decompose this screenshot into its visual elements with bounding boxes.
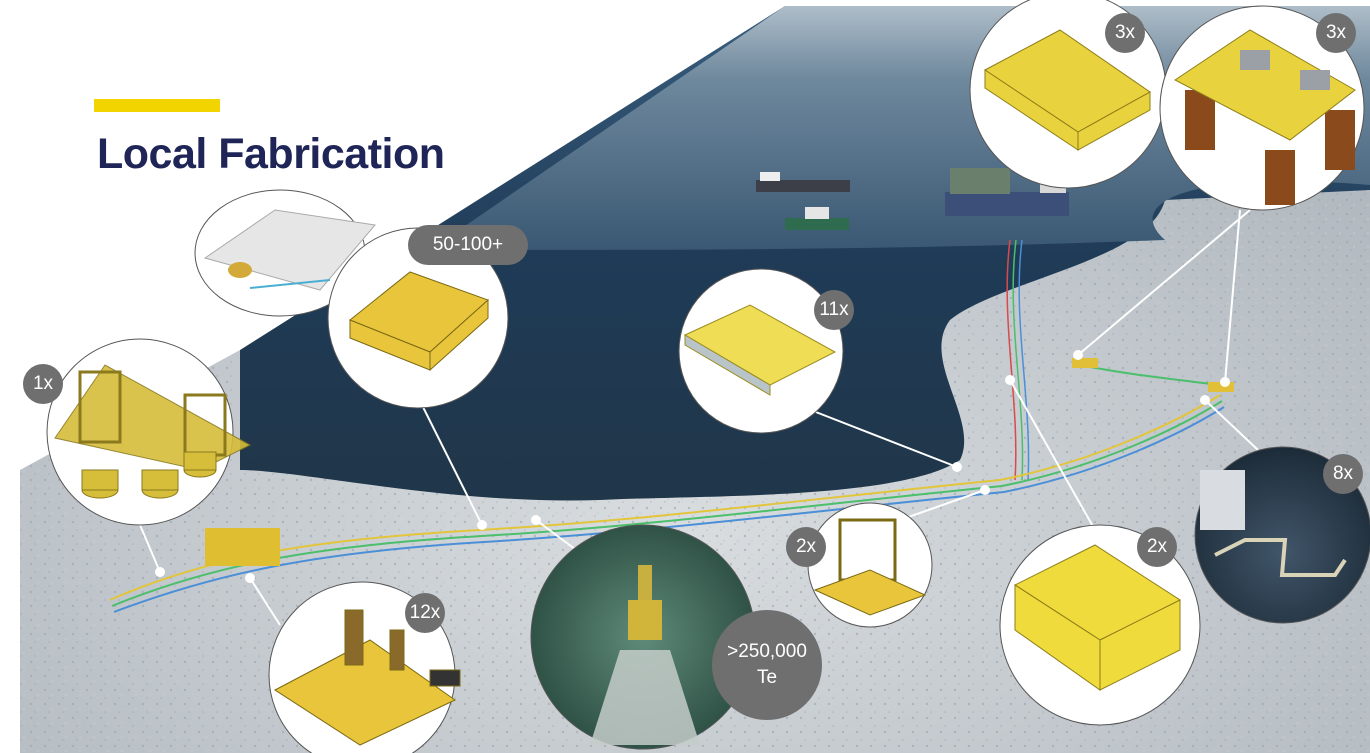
riser-lines — [1006, 239, 1030, 481]
pipeline-end-termination-icon — [274, 609, 461, 746]
concrete-mattress-icon — [203, 209, 376, 291]
supply-vessel-icon — [785, 207, 849, 230]
quantity-badge-spools: 8x — [1323, 454, 1363, 494]
seabed-template-a — [1072, 358, 1098, 368]
leader-lines — [139, 209, 1259, 626]
quantity-badge-manifold-large: 2x — [1137, 527, 1177, 567]
manifold-structure-icon — [683, 304, 837, 396]
tanker-ship-icon — [756, 172, 850, 192]
rock-dumping-icon — [590, 565, 700, 745]
seabed-protection-structure — [205, 528, 280, 566]
seabed-template-b — [1208, 382, 1234, 392]
rock-dump-unit: Te — [756, 667, 778, 688]
callout-topside-b — [1159, 5, 1365, 211]
callout-mattresses — [194, 189, 376, 317]
quantity-badge-mattresses: 50-100+ — [408, 225, 528, 265]
quantity-badge-manifold-small: 11x — [814, 290, 854, 330]
quantity-badge-subsea-frame: 1x — [23, 364, 63, 404]
callout-spools — [1194, 446, 1370, 624]
mattress-support-icon — [349, 271, 489, 372]
page-title: Local Fabrication — [97, 130, 445, 178]
topside-module-icon — [984, 29, 1151, 151]
callout-manifold-large — [999, 524, 1201, 726]
spool-installation-icon — [1200, 470, 1347, 577]
callout-subsea-frame — [46, 338, 252, 526]
quantity-badge-topside-a: 3x — [1105, 13, 1145, 53]
quantity-badge-topside-b: 3x — [1316, 13, 1356, 53]
platform-jacket-icon — [1174, 29, 1356, 205]
quantity-badge-rock-dump: >250,000 Te — [712, 610, 822, 720]
callout-rock-dump — [530, 524, 756, 750]
title-accent-bar — [94, 99, 220, 112]
callout-manifold-small — [678, 268, 844, 434]
subsea-protection-frame-icon — [54, 364, 252, 499]
quantity-badge-plet: 12x — [405, 593, 445, 633]
quantity-badge-riser-base: 2x — [786, 527, 826, 567]
rock-dump-quantity: >250,000 — [727, 641, 807, 662]
riser-base-icon — [813, 518, 927, 616]
callout-plet-frame — [327, 227, 509, 409]
callout-riser-base — [807, 502, 933, 628]
subsea-manifold-icon — [1013, 544, 1182, 691]
